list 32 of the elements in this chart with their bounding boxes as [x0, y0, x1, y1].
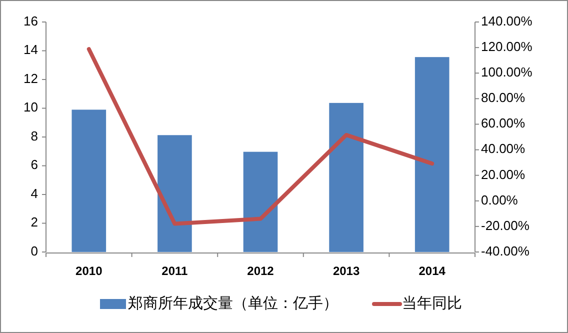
y-tick-label: 6 [30, 157, 38, 172]
y-tick-label: 12 [24, 70, 38, 86]
x-tick-label: 2010 [76, 264, 103, 278]
x-tick-label: 2013 [332, 264, 360, 278]
bar [414, 57, 450, 252]
y2-tick-label: 40.00% [481, 141, 526, 156]
y2-tick-label: 80.00% [481, 90, 526, 106]
y-tick-label: 14 [24, 42, 38, 58]
line-series [86, 47, 434, 226]
x-tick-label: 2012 [247, 264, 274, 278]
bar [243, 152, 278, 252]
bar [72, 110, 106, 252]
y-tick-label: 4 [30, 186, 38, 201]
y2-tick-label: 140.00% [481, 13, 533, 28]
y2-tick-label: 60.00% [481, 116, 526, 131]
legend-label: 郑商所年成交量（单位：亿手） [128, 294, 338, 312]
y-tick-label: 0 [30, 243, 38, 258]
bar [329, 102, 364, 252]
y2-tick-label: -40.00% [481, 243, 530, 258]
y2-tick-label: 0.00% [481, 192, 518, 208]
y-tick-label: 8 [30, 128, 38, 144]
y2-tick-label: 100.00% [481, 64, 533, 80]
y-tick-label: 10 [24, 100, 38, 115]
y-tick-label: 16 [24, 13, 38, 28]
x-tick-label: 2011 [162, 264, 188, 278]
y2-tick-label: 20.00% [481, 166, 526, 182]
bar [158, 135, 192, 252]
x-tick-label: 2014 [418, 264, 446, 278]
y-tick-label: 2 [30, 214, 38, 230]
y2-tick-label: -20.00% [481, 218, 530, 233]
y2-tick-label: 120.00% [481, 38, 533, 54]
legend-label: 当年同比 [402, 294, 462, 312]
